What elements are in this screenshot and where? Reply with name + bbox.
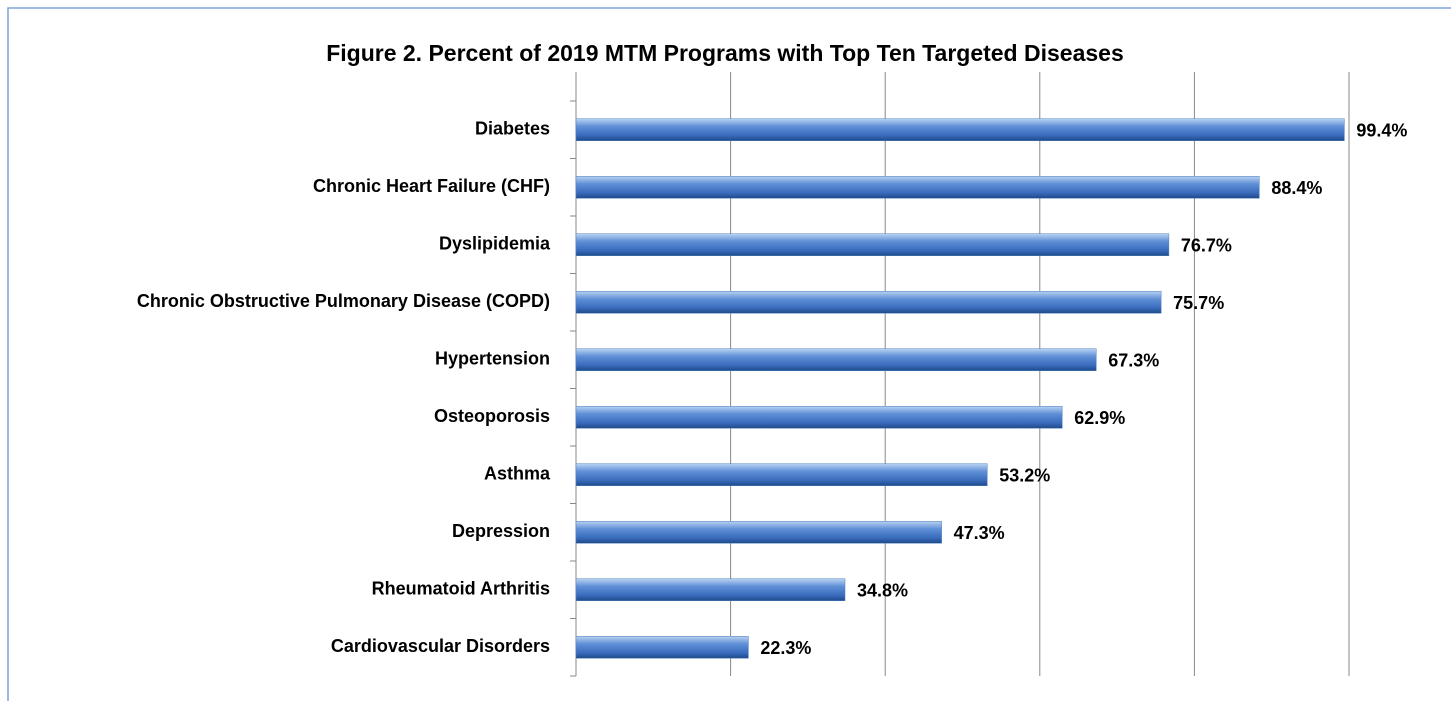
bar bbox=[575, 578, 846, 601]
value-label: 99.4% bbox=[1356, 121, 1407, 141]
value-label: 75.7% bbox=[1173, 293, 1224, 313]
category-label: Cardiovascular Disorders bbox=[331, 636, 550, 656]
bar bbox=[575, 348, 1097, 371]
chart-title: Figure 2. Percent of 2019 MTM Programs w… bbox=[326, 40, 1124, 66]
bar bbox=[575, 636, 749, 659]
category-label: Chronic Obstructive Pulmonary Disease (C… bbox=[137, 291, 550, 311]
value-label: 47.3% bbox=[954, 523, 1005, 543]
bar bbox=[575, 463, 988, 486]
value-label: 34.8% bbox=[857, 581, 908, 601]
value-label: 62.9% bbox=[1074, 408, 1125, 428]
value-label: 76.7% bbox=[1181, 236, 1232, 256]
category-label: Chronic Heart Failure (CHF) bbox=[313, 176, 550, 196]
category-label: Rheumatoid Arthritis bbox=[372, 579, 550, 599]
category-label: Diabetes bbox=[475, 119, 550, 139]
category-label: Osteoporosis bbox=[434, 406, 550, 426]
value-label: 67.3% bbox=[1108, 351, 1159, 371]
value-label: 53.2% bbox=[999, 466, 1050, 486]
category-label: Dyslipidemia bbox=[439, 234, 551, 254]
bar bbox=[575, 233, 1170, 256]
bar bbox=[575, 291, 1162, 314]
bar bbox=[575, 118, 1345, 141]
bar bbox=[575, 521, 942, 544]
category-label: Hypertension bbox=[435, 349, 550, 369]
value-label: 88.4% bbox=[1271, 178, 1322, 198]
bar bbox=[575, 406, 1063, 429]
category-label: Depression bbox=[452, 521, 550, 541]
bar bbox=[575, 176, 1260, 199]
value-label: 22.3% bbox=[760, 638, 811, 658]
category-label: Asthma bbox=[484, 464, 551, 484]
chart-border bbox=[7, 7, 1451, 701]
